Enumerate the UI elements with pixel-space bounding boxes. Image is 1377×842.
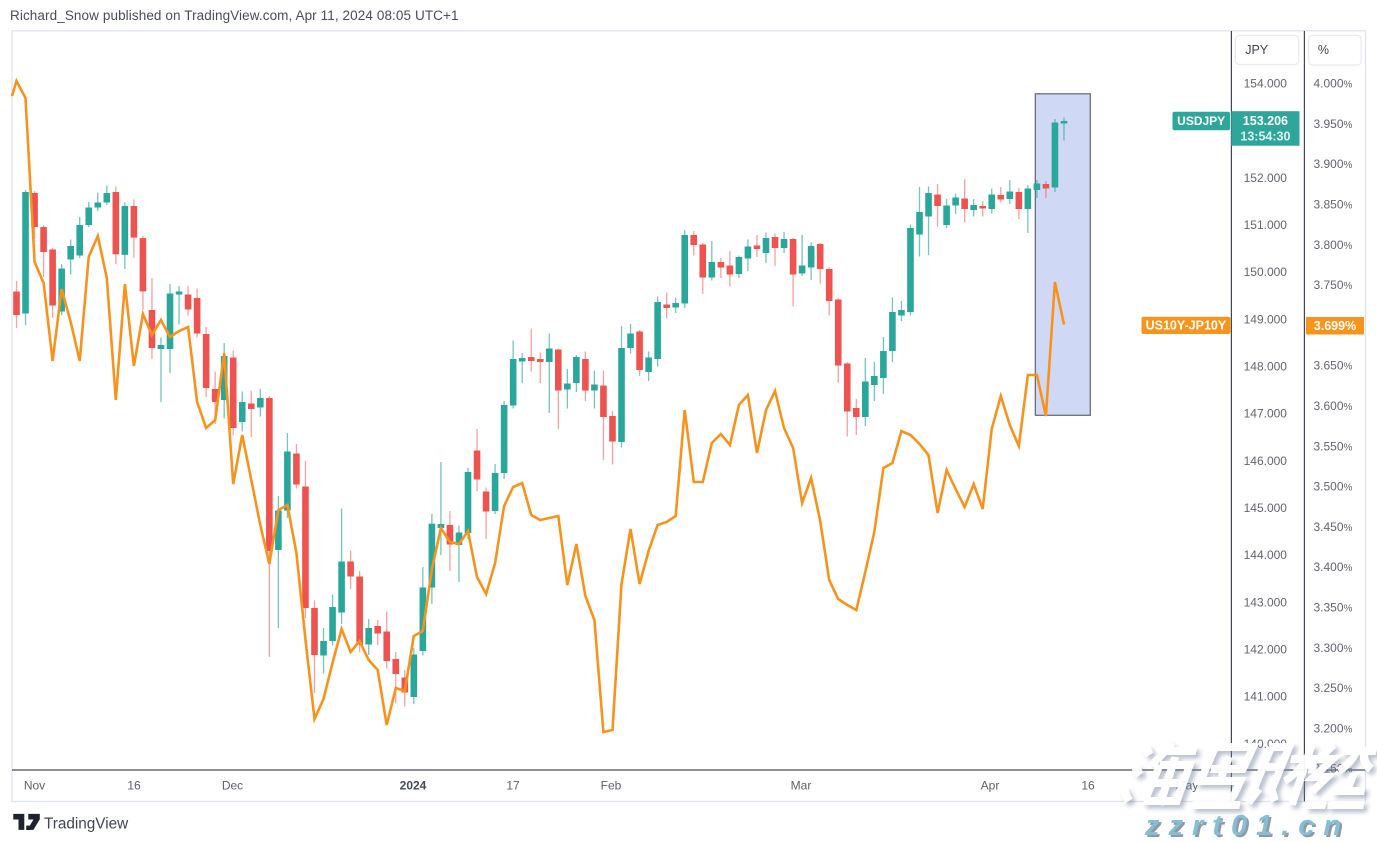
svg-text:3.400%: 3.400%: [1314, 560, 1353, 574]
svg-text:zzrt01.cn: zzrt01.cn: [1144, 810, 1350, 842]
svg-text:3.450%: 3.450%: [1314, 520, 1353, 534]
svg-text:3.800%: 3.800%: [1314, 238, 1353, 252]
svg-text:3.900%: 3.900%: [1314, 157, 1353, 171]
svg-text:3.550%: 3.550%: [1314, 439, 1353, 453]
svg-text:16: 16: [1081, 779, 1095, 793]
svg-text:3.200%: 3.200%: [1314, 721, 1353, 735]
svg-text:146.000: 146.000: [1244, 454, 1288, 468]
svg-text:3.300%: 3.300%: [1314, 641, 1353, 655]
svg-text:3.750%: 3.750%: [1314, 278, 1353, 292]
svg-text:Apr: Apr: [981, 779, 1000, 793]
svg-text:US10Y-JP10Y: US10Y-JP10Y: [1146, 319, 1227, 333]
svg-text:3.650%: 3.650%: [1314, 359, 1353, 373]
svg-text:4.000%: 4.000%: [1314, 77, 1353, 91]
svg-text:zzrt01.cn: zzrt01.cn: [1146, 812, 1352, 842]
svg-text:148.000: 148.000: [1244, 360, 1288, 374]
svg-text:151.000: 151.000: [1244, 218, 1288, 232]
svg-text:147.000: 147.000: [1244, 407, 1288, 421]
svg-text:152.000: 152.000: [1244, 171, 1288, 185]
svg-text:142.000: 142.000: [1244, 643, 1288, 657]
svg-text:Nov: Nov: [24, 779, 45, 793]
svg-text:3.500%: 3.500%: [1314, 480, 1353, 494]
svg-text:16: 16: [127, 779, 141, 793]
svg-text:%: %: [1318, 43, 1329, 57]
svg-text:145.000: 145.000: [1244, 501, 1288, 515]
svg-text:Feb: Feb: [601, 779, 622, 793]
svg-text:13:54:30: 13:54:30: [1240, 130, 1290, 144]
svg-text:143.000: 143.000: [1244, 595, 1288, 609]
svg-text:144.000: 144.000: [1244, 548, 1288, 562]
svg-text:Mar: Mar: [791, 779, 812, 793]
svg-text:2024: 2024: [400, 779, 427, 793]
svg-text:JPY: JPY: [1245, 43, 1269, 57]
svg-text:154.000: 154.000: [1244, 77, 1288, 91]
svg-text:141.000: 141.000: [1244, 690, 1288, 704]
svg-text:3.950%: 3.950%: [1314, 117, 1353, 131]
svg-text:153.206: 153.206: [1243, 114, 1288, 128]
svg-text:TradingView: TradingView: [44, 816, 129, 833]
svg-text:3.850%: 3.850%: [1314, 198, 1353, 212]
svg-text:3.350%: 3.350%: [1314, 601, 1353, 615]
svg-text:USDJPY: USDJPY: [1177, 114, 1225, 128]
svg-text:3.699%: 3.699%: [1314, 319, 1356, 333]
svg-text:150.000: 150.000: [1244, 265, 1288, 279]
svg-text:149.000: 149.000: [1244, 312, 1288, 326]
svg-text:3.250%: 3.250%: [1314, 681, 1353, 695]
svg-text:17: 17: [506, 779, 520, 793]
svg-text:3.600%: 3.600%: [1314, 399, 1353, 413]
svg-text:Dec: Dec: [222, 779, 243, 793]
